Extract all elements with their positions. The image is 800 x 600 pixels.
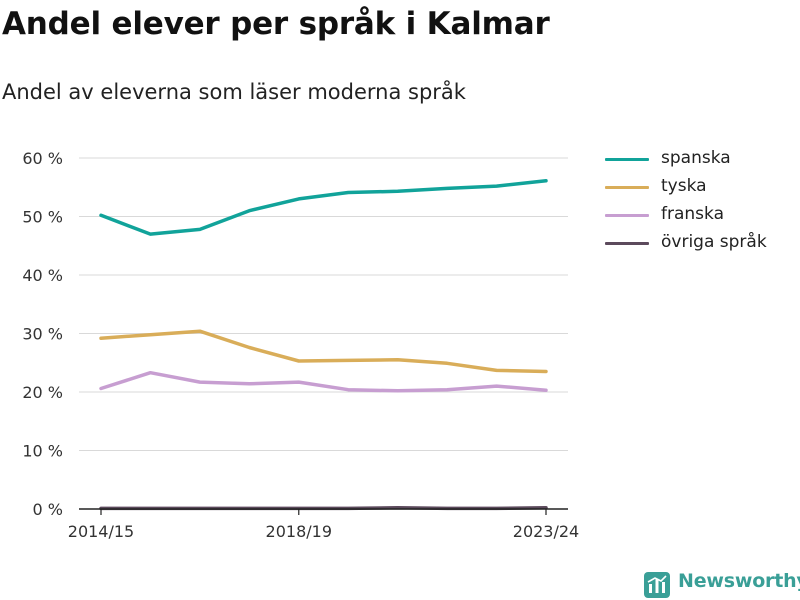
y-tick-label: 50 % <box>22 208 63 227</box>
series-line-franska <box>99 370 548 393</box>
legend-swatch <box>605 214 649 217</box>
legend-label: spanska <box>661 148 731 168</box>
y-tick-label: 40 % <box>22 266 63 285</box>
grid-lines <box>79 157 568 451</box>
legend-label: övriga språk <box>661 232 767 252</box>
y-tick-label: 30 % <box>22 325 63 344</box>
x-tick-label: 2014/15 <box>68 522 134 541</box>
x-axis: 2014/15 2018/19 2023/24 <box>68 508 579 541</box>
legend-swatch <box>605 158 649 161</box>
legend-label: franska <box>661 204 724 224</box>
x-tick-label: 2023/24 <box>513 522 579 541</box>
brand-name: Newsworthy <box>678 570 800 592</box>
y-axis-tick-labels: 0 % 10 % 20 % 30 % 40 % 50 % 60 % <box>22 149 63 519</box>
newsworthy-logo-icon <box>644 572 670 598</box>
x-tick-label: 2018/19 <box>266 522 332 541</box>
y-tick-label: 20 % <box>22 383 63 402</box>
y-tick-label: 60 % <box>22 149 63 168</box>
series-lines <box>99 179 548 511</box>
chart-subtitle: Andel av eleverna som läser moderna språ… <box>2 80 466 104</box>
y-tick-label: 10 % <box>22 442 63 461</box>
series-line-spanska <box>99 179 548 236</box>
y-tick-label: 0 % <box>33 500 63 519</box>
series-line-tyska <box>99 329 548 374</box>
legend-swatch <box>605 186 649 189</box>
chart-title: Andel elever per språk i Kalmar <box>2 6 550 42</box>
legend-swatch <box>605 242 649 245</box>
legend-label: tyska <box>661 176 707 196</box>
